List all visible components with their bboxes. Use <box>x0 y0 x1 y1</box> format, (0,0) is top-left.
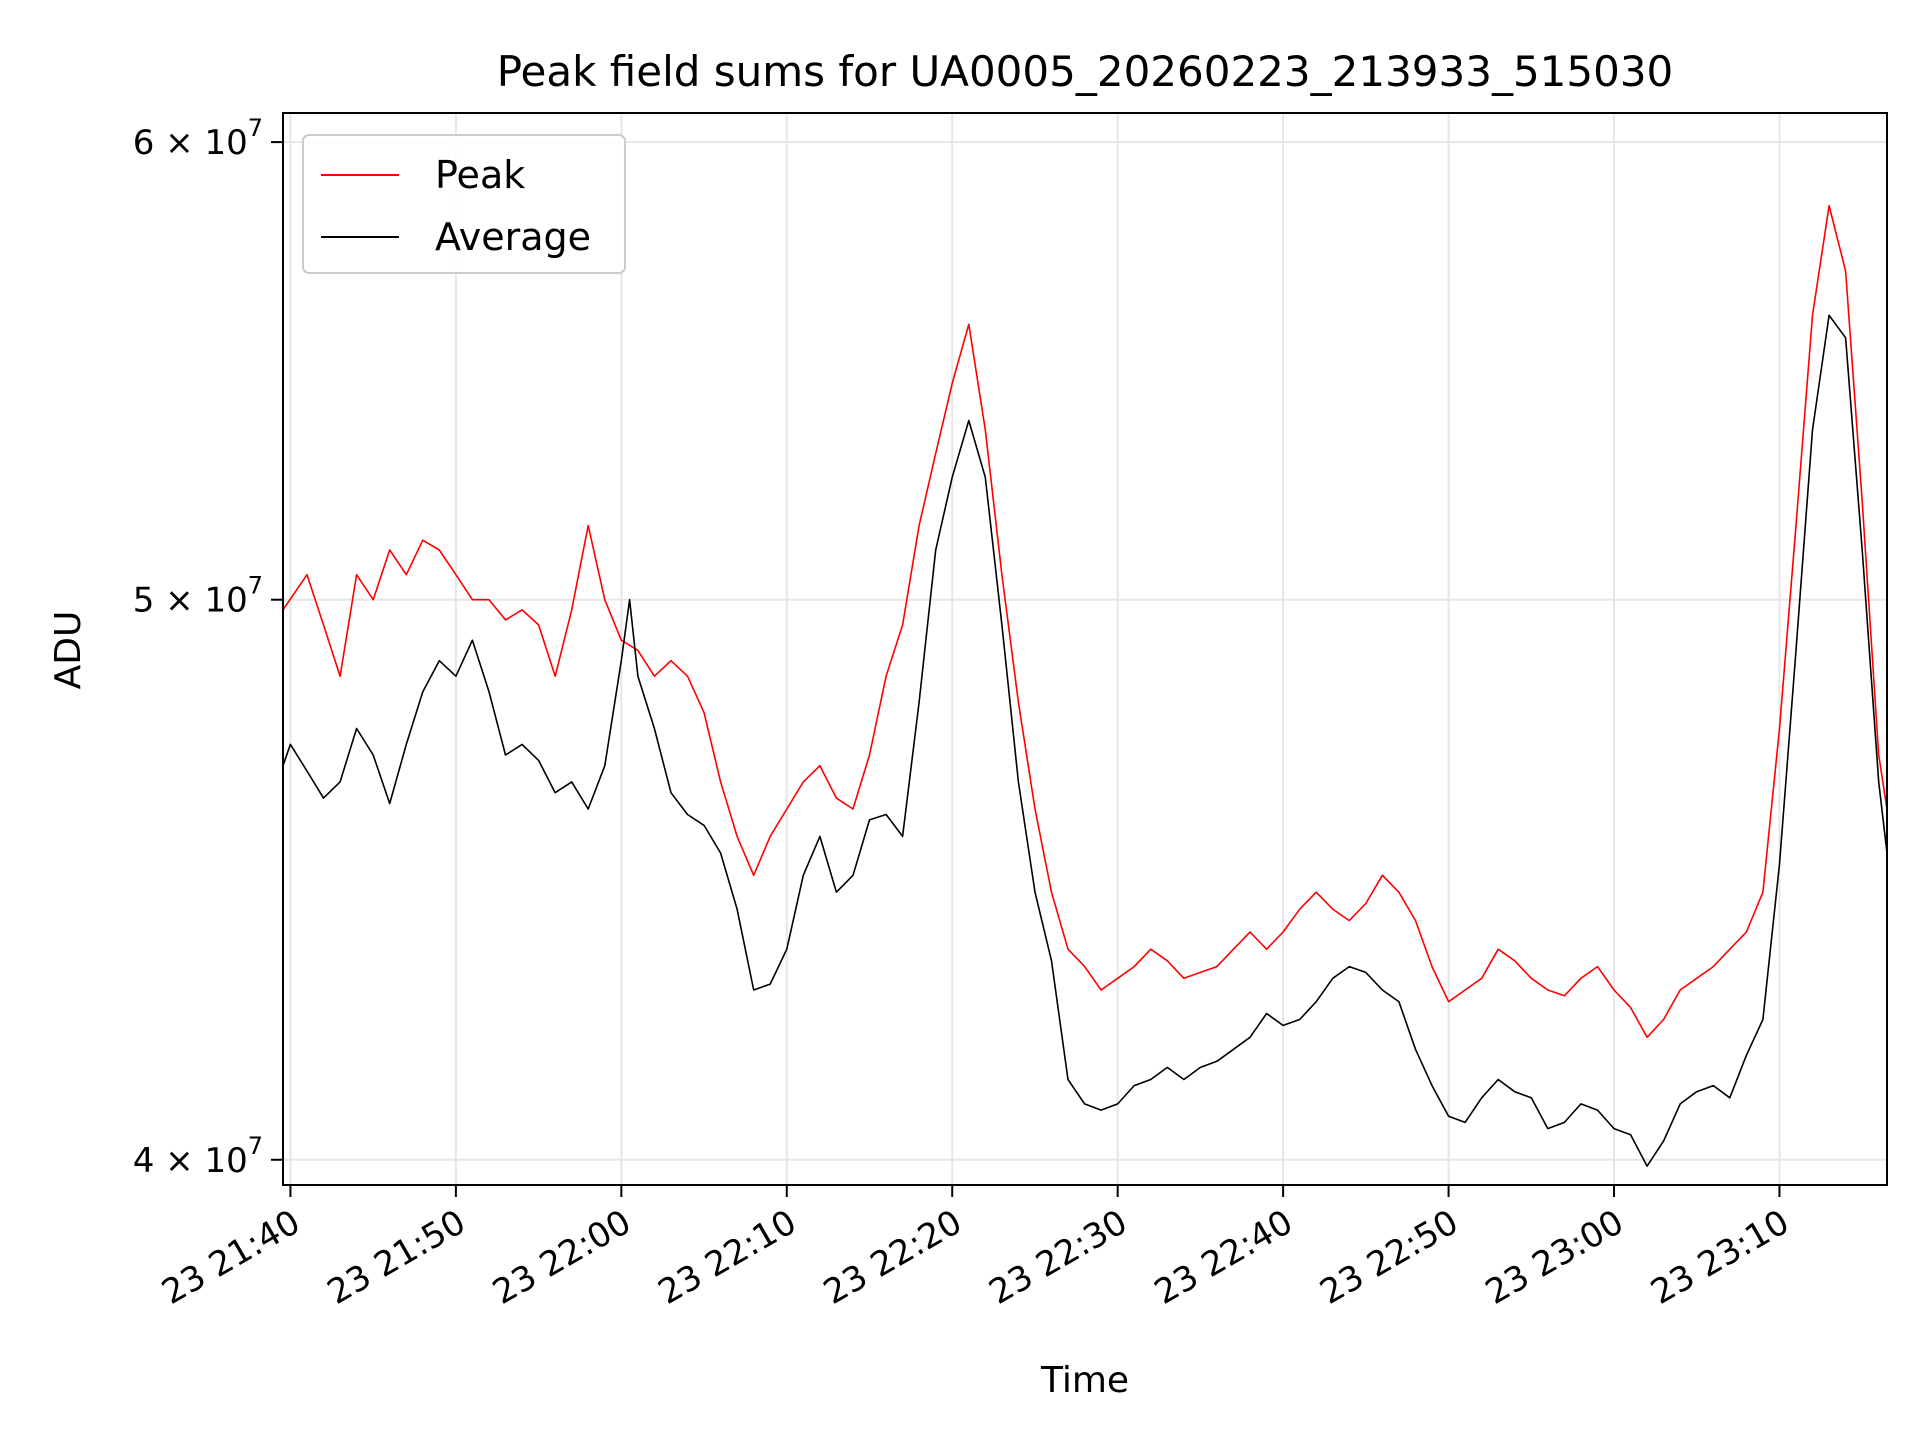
y-axis-label: ADU <box>48 611 89 690</box>
series-layer <box>282 204 1888 1167</box>
y-tick-mantissa: 5 <box>133 581 155 621</box>
y-tick-mantissa: 6 <box>133 123 155 163</box>
series-line-peak <box>282 204 1888 1039</box>
legend-box <box>302 134 626 274</box>
y-tick-exponent: 7 <box>248 114 263 142</box>
y-tick-times: × 10 <box>154 123 247 163</box>
y-tick-mantissa: 4 <box>133 1141 155 1181</box>
axes <box>282 112 1888 1186</box>
chart-title: Peak field sums for UA0005_20260223_2139… <box>497 47 1674 96</box>
series-line-average <box>282 314 1888 1167</box>
legend: Peak Average <box>302 134 626 274</box>
legend-label-average: Average <box>435 215 591 259</box>
legend-label-peak: Peak <box>435 153 525 197</box>
y-tick-exponent: 7 <box>248 1132 263 1160</box>
x-axis-label: Time <box>1040 1360 1129 1401</box>
plot-frame <box>282 112 1888 1186</box>
grid <box>283 113 1887 1185</box>
y-tick-label: 6 × 107 <box>133 114 263 163</box>
y-tick-times: × 10 <box>154 1141 247 1181</box>
y-tick-label: 4 × 107 <box>133 1132 263 1181</box>
y-tick-times: × 10 <box>154 581 247 621</box>
y-tick-exponent: 7 <box>248 572 263 600</box>
y-tick-label: 5 × 107 <box>133 572 263 621</box>
